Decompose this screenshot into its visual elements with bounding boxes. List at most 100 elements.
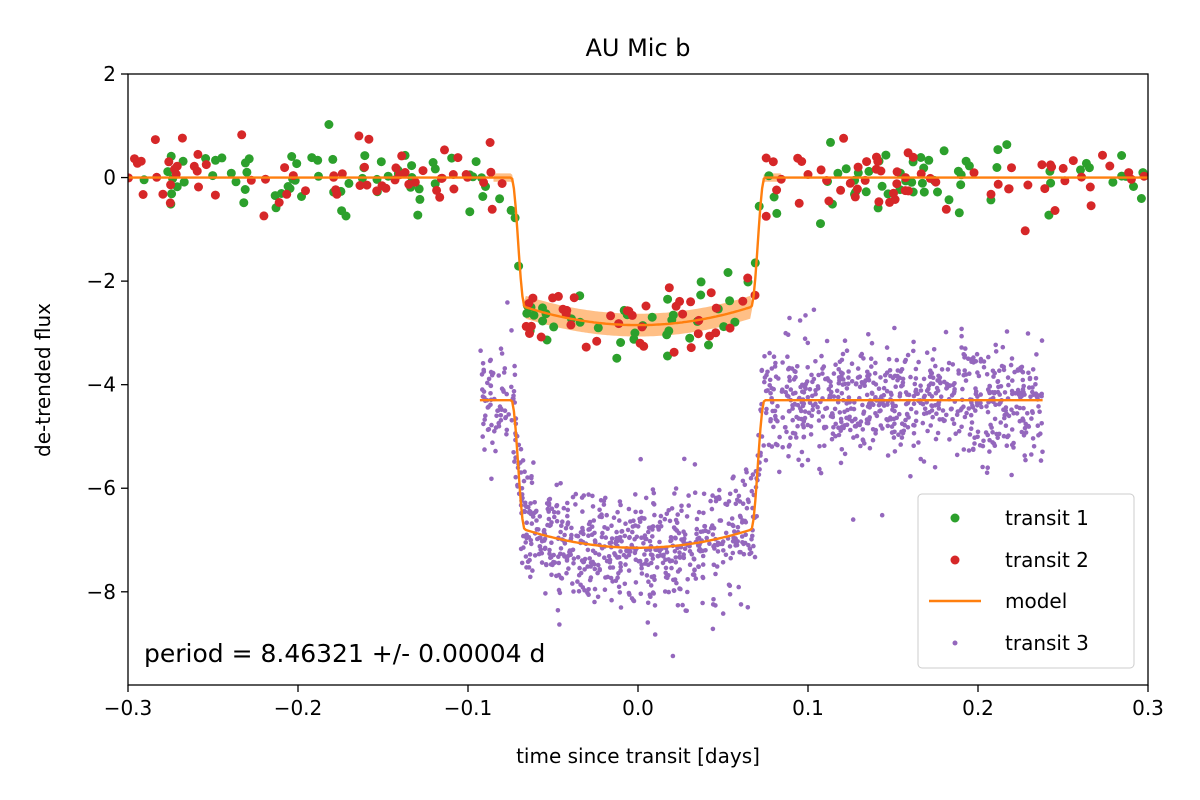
- transit-3-point: [482, 417, 488, 422]
- transit-3-point: [802, 415, 808, 421]
- transit-2-point: [355, 181, 365, 190]
- transit-3-point: [1033, 376, 1039, 381]
- transit-3-point: [702, 523, 707, 529]
- transit-3-point: [836, 367, 841, 372]
- transit-3-point: [673, 486, 679, 491]
- transit-3-point: [481, 369, 487, 374]
- transit-2-point: [1105, 161, 1115, 171]
- transit-3-point: [813, 401, 818, 407]
- transit-3-point: [664, 549, 670, 555]
- transit-3-point: [509, 384, 514, 390]
- transit-3-point: [669, 506, 675, 511]
- transit-3-point: [478, 348, 483, 354]
- transit-3-point: [836, 432, 842, 438]
- transit-3-point: [767, 377, 773, 383]
- transit-1-point: [471, 157, 481, 167]
- transit-3-point: [969, 359, 974, 365]
- transit-3-point: [511, 393, 516, 399]
- transit-3-point: [1002, 390, 1008, 395]
- transit-3-point: [560, 519, 565, 524]
- transit-3-point: [970, 405, 976, 410]
- transit-3-point: [877, 408, 882, 414]
- transit-3-point: [695, 543, 701, 548]
- transit-1-point: [240, 185, 250, 194]
- transit-3-point: [787, 374, 792, 380]
- transit-3-point: [563, 526, 569, 531]
- transit-1-point: [917, 178, 927, 188]
- transit-3-point: [794, 435, 799, 440]
- transit-3-point: [670, 653, 676, 659]
- transit-2-point: [772, 185, 782, 195]
- transit-3-point: [834, 388, 840, 394]
- transit-3-point: [720, 611, 726, 616]
- transit-3-points: [478, 300, 1045, 659]
- transit-3-point: [542, 545, 548, 551]
- transit-3-point: [899, 429, 904, 435]
- transit-3-point: [805, 457, 811, 463]
- transit-3-point: [639, 535, 644, 540]
- chart-title: AU Mic b: [585, 34, 690, 62]
- transit-3-point: [802, 336, 808, 342]
- transit-3-point: [885, 453, 891, 458]
- transit-2-point: [1139, 171, 1148, 181]
- transit-3-point: [749, 488, 755, 494]
- transit-3-point: [547, 551, 552, 556]
- transit-3-point: [1026, 385, 1032, 390]
- transit-3-point: [878, 375, 883, 380]
- transit-3-point: [911, 401, 917, 407]
- transit-3-point: [595, 594, 601, 600]
- transit-3-point: [761, 443, 766, 448]
- transit-2-point: [193, 149, 203, 159]
- transit-3-point: [968, 412, 974, 418]
- transit-3-point: [1009, 427, 1015, 432]
- transit-3-point: [619, 539, 624, 544]
- transit-3-point: [493, 425, 499, 430]
- transit-2-point: [705, 331, 715, 341]
- period-annotation: period = 8.46321 +/- 0.00004 d: [144, 639, 545, 668]
- transit-2-point: [624, 306, 634, 316]
- transit-3-point: [522, 469, 527, 475]
- transit-3-point: [527, 552, 533, 557]
- transit-3-point: [700, 553, 706, 559]
- transit-3-point: [752, 554, 758, 560]
- transit-3-point: [691, 572, 697, 578]
- transit-3-point: [886, 356, 892, 362]
- transit-3-point: [864, 417, 870, 422]
- transit-3-point: [503, 415, 508, 421]
- transit-3-point: [968, 426, 974, 432]
- transit-3-point: [582, 567, 587, 572]
- transit-3-point: [599, 534, 605, 540]
- transit-3-point: [551, 509, 557, 515]
- transit-1-point: [877, 181, 887, 191]
- transit-3-point: [946, 360, 952, 366]
- transit-3-point: [1011, 445, 1016, 450]
- transit-3-point: [908, 474, 913, 479]
- transit-3-point: [915, 391, 920, 397]
- transit-3-point: [869, 390, 875, 396]
- transit-3-point: [745, 605, 751, 610]
- transit-2-point: [941, 204, 951, 214]
- transit-3-point: [741, 551, 747, 557]
- transit-3-point: [944, 386, 949, 391]
- transit-3-point: [692, 568, 697, 573]
- transit-2-point: [738, 296, 748, 306]
- transit-3-point: [617, 518, 622, 523]
- transit-3-point: [561, 505, 567, 511]
- transit-3-point: [784, 384, 790, 390]
- transit-3-point: [488, 369, 494, 375]
- transit-3-point: [529, 541, 534, 547]
- transit-3-point: [700, 600, 705, 606]
- transit-2-point: [678, 309, 688, 319]
- transit-2-point: [743, 273, 753, 283]
- transit-3-point: [650, 534, 655, 539]
- x-tick-label: −0.2: [274, 696, 323, 720]
- transit-3-point: [603, 535, 609, 540]
- transit-1-point: [593, 323, 603, 333]
- legend-label-model: model: [1005, 589, 1067, 613]
- transit-1-point: [239, 198, 249, 208]
- transit-3-point: [496, 420, 502, 426]
- transit-3-point: [809, 372, 814, 378]
- transit-3-point: [605, 574, 610, 580]
- transit-3-point: [518, 446, 524, 452]
- transit-3-point: [586, 492, 591, 497]
